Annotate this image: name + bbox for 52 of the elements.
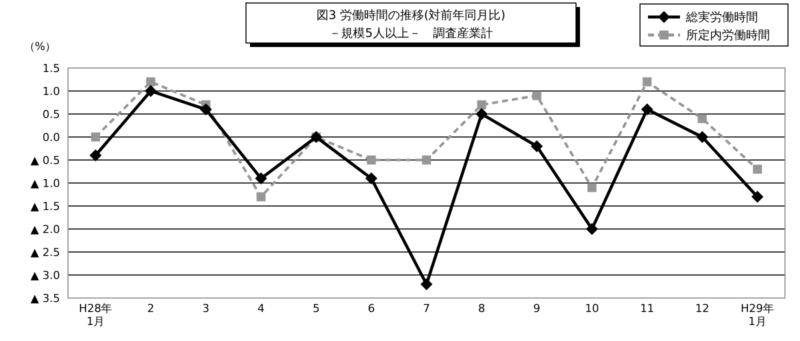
point bbox=[144, 85, 157, 97]
point bbox=[532, 91, 542, 100]
point bbox=[698, 114, 707, 124]
y-tick-label: ▲ 0.5 bbox=[30, 154, 60, 167]
point bbox=[476, 108, 488, 120]
y-tick-label: 1.5 bbox=[42, 62, 60, 75]
point bbox=[641, 103, 654, 116]
point bbox=[422, 156, 431, 164]
x-tick-label: 9 bbox=[533, 302, 540, 315]
legend-label: 所定内労働時間 bbox=[686, 28, 770, 42]
y-tick-label: ▲ 2.5 bbox=[30, 246, 60, 259]
x-tick-label: 10 bbox=[584, 302, 599, 315]
x-tick-label: 3 bbox=[202, 302, 210, 315]
x-tick-label: H28年 1月 bbox=[78, 302, 112, 328]
point bbox=[751, 190, 764, 203]
x-tick-label: H29年 1月 bbox=[740, 302, 774, 328]
point bbox=[586, 223, 598, 235]
y-tick-label: ▲ 2.0 bbox=[30, 223, 60, 236]
y-tick-label: 1.0 bbox=[42, 85, 60, 98]
y-tick-label: 0.5 bbox=[42, 108, 60, 121]
point bbox=[365, 172, 378, 184]
chart-subtitle: －規模5人以上－ 調査産業計 bbox=[329, 26, 493, 40]
point bbox=[587, 183, 596, 192]
x-tick-label: 2 bbox=[147, 302, 154, 315]
x-tick-label: 5 bbox=[312, 302, 320, 315]
point bbox=[256, 192, 266, 202]
legend-label: 総実労働時間 bbox=[685, 10, 758, 24]
y-axis-title: （%） bbox=[24, 40, 56, 53]
point bbox=[255, 172, 268, 184]
x-tick-label: 8 bbox=[478, 302, 486, 315]
x-tick-label: 7 bbox=[423, 302, 430, 315]
y-tick-label: ▲ 3.0 bbox=[30, 269, 60, 282]
point bbox=[642, 77, 652, 86]
point bbox=[146, 77, 156, 86]
point bbox=[91, 132, 100, 142]
x-tick-label: 12 bbox=[695, 302, 710, 315]
chart-title: 図3 労働時間の推移(対前年同月比) bbox=[316, 8, 506, 22]
y-tick-label: ▲ 3.5 bbox=[30, 292, 60, 305]
point bbox=[366, 156, 376, 164]
y-tick-label: 0.0 bbox=[42, 131, 60, 144]
point bbox=[90, 149, 102, 162]
point bbox=[530, 140, 543, 152]
x-tick-label: 6 bbox=[368, 302, 375, 315]
point bbox=[696, 131, 708, 143]
x-tick-label: 4 bbox=[258, 302, 265, 315]
y-tick-label: ▲ 1.0 bbox=[30, 177, 60, 190]
point bbox=[420, 278, 432, 290]
x-tick-label: 11 bbox=[640, 302, 654, 315]
point bbox=[752, 164, 762, 174]
y-tick-label: ▲ 1.5 bbox=[30, 200, 60, 213]
point bbox=[200, 103, 212, 116]
point bbox=[477, 100, 486, 110]
